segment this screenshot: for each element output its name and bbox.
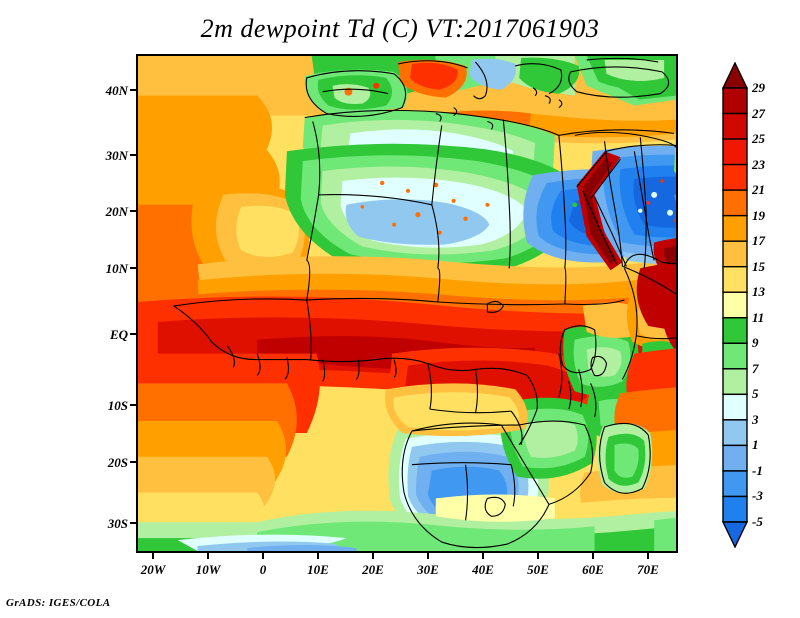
xtick-label-10E: 10E	[307, 562, 329, 577]
xtick-mark	[592, 553, 594, 559]
xtick-label-40E: 40E	[472, 562, 494, 577]
ytick-mark	[130, 461, 136, 463]
colorbar-band	[722, 214, 748, 242]
colorbar-band	[722, 419, 748, 447]
colorbar-band	[722, 189, 748, 217]
xtick-label-20W: 20W	[140, 562, 166, 577]
ytick-label-EQ: EQ	[109, 327, 128, 342]
colorbar-band	[722, 495, 748, 523]
colorbar-band	[722, 87, 748, 115]
ytick-label-40N: 40N	[105, 83, 128, 98]
colorbar-band	[722, 444, 748, 472]
colorbar-band	[722, 470, 748, 498]
colorbar-tick-label: 19	[752, 207, 765, 223]
colorbar-tick-label: 3	[752, 411, 759, 427]
xtick-mark	[317, 553, 319, 559]
ytick-label-20S: 20S	[107, 455, 128, 470]
xtick-label-60E: 60E	[582, 562, 604, 577]
colorbar-tick-label: -3	[752, 488, 763, 504]
colorbar-arrow-low	[722, 521, 748, 548]
xtick-mark	[262, 553, 264, 559]
xtick-label-50E: 50E	[527, 562, 549, 577]
xtick-label-30E: 30E	[417, 562, 439, 577]
ytick-label-30N: 30N	[105, 148, 128, 163]
colorbar-tick-label: 5	[752, 386, 759, 402]
ytick-label-10S: 10S	[107, 398, 128, 413]
colorbar-band	[722, 393, 748, 421]
xtick-mark	[482, 553, 484, 559]
colorbar-tick-label: 23	[752, 156, 765, 172]
dewpoint-color-field	[138, 56, 676, 551]
xtick-mark	[647, 553, 649, 559]
xtick-mark	[207, 553, 209, 559]
ytick-mark	[130, 89, 136, 91]
colorbar[interactable]	[722, 62, 748, 548]
colorbar-tick-label: 1	[752, 437, 759, 453]
colorbar-tick-label: 11	[752, 309, 765, 325]
ytick-mark	[130, 522, 136, 524]
xtick-mark	[372, 553, 374, 559]
ytick-mark	[130, 267, 136, 269]
colorbar-band	[722, 163, 748, 191]
xtick-label-0: 0	[259, 562, 267, 577]
colorbar-band	[722, 291, 748, 319]
colorbar-tick-label: 13	[752, 284, 765, 300]
credit-label: GrADS: IGES/COLA	[6, 597, 111, 609]
colorbar-tick-label: -5	[752, 514, 763, 529]
colorbar-tick-label: 29	[752, 80, 765, 95]
xtick-label-20E: 20E	[362, 562, 384, 577]
colorbar-tick-label: 9	[752, 335, 759, 351]
colorbar-tick-label: 15	[752, 258, 765, 274]
page-title: 2m dewpoint Td (C) VT:2017061903	[200, 14, 600, 43]
colorbar-tick-label: 7	[752, 360, 759, 376]
xtick-mark	[427, 553, 429, 559]
colorbar-tick-label: -1	[752, 462, 763, 478]
ytick-mark	[130, 154, 136, 156]
ytick-mark	[130, 333, 136, 335]
colorbar-band	[722, 112, 748, 140]
colorbar-tick-label: 25	[752, 131, 765, 147]
colorbar-band	[722, 240, 748, 268]
ytick-label-10N: 10N	[105, 261, 128, 276]
colorbar-band	[722, 138, 748, 166]
colorbar-band	[722, 342, 748, 370]
ytick-label-20N: 20N	[105, 204, 128, 219]
ytick-mark	[130, 210, 136, 212]
xtick-label-10W: 10W	[195, 562, 221, 577]
xtick-mark	[537, 553, 539, 559]
ytick-label-30S: 30S	[107, 516, 128, 531]
colorbar-band	[722, 266, 748, 293]
colorbar-band	[722, 368, 748, 396]
colorbar-tick-label: 27	[752, 105, 765, 121]
xtick-mark	[152, 553, 154, 559]
colorbar-arrow-high	[722, 62, 748, 89]
ytick-mark	[130, 404, 136, 406]
colorbar-band	[722, 317, 748, 344]
colorbar-tick-label: 21	[752, 182, 765, 198]
map-plot-area[interactable]	[136, 54, 678, 553]
colorbar-tick-label: 17	[752, 233, 765, 249]
xtick-label-70E: 70E	[637, 562, 659, 577]
